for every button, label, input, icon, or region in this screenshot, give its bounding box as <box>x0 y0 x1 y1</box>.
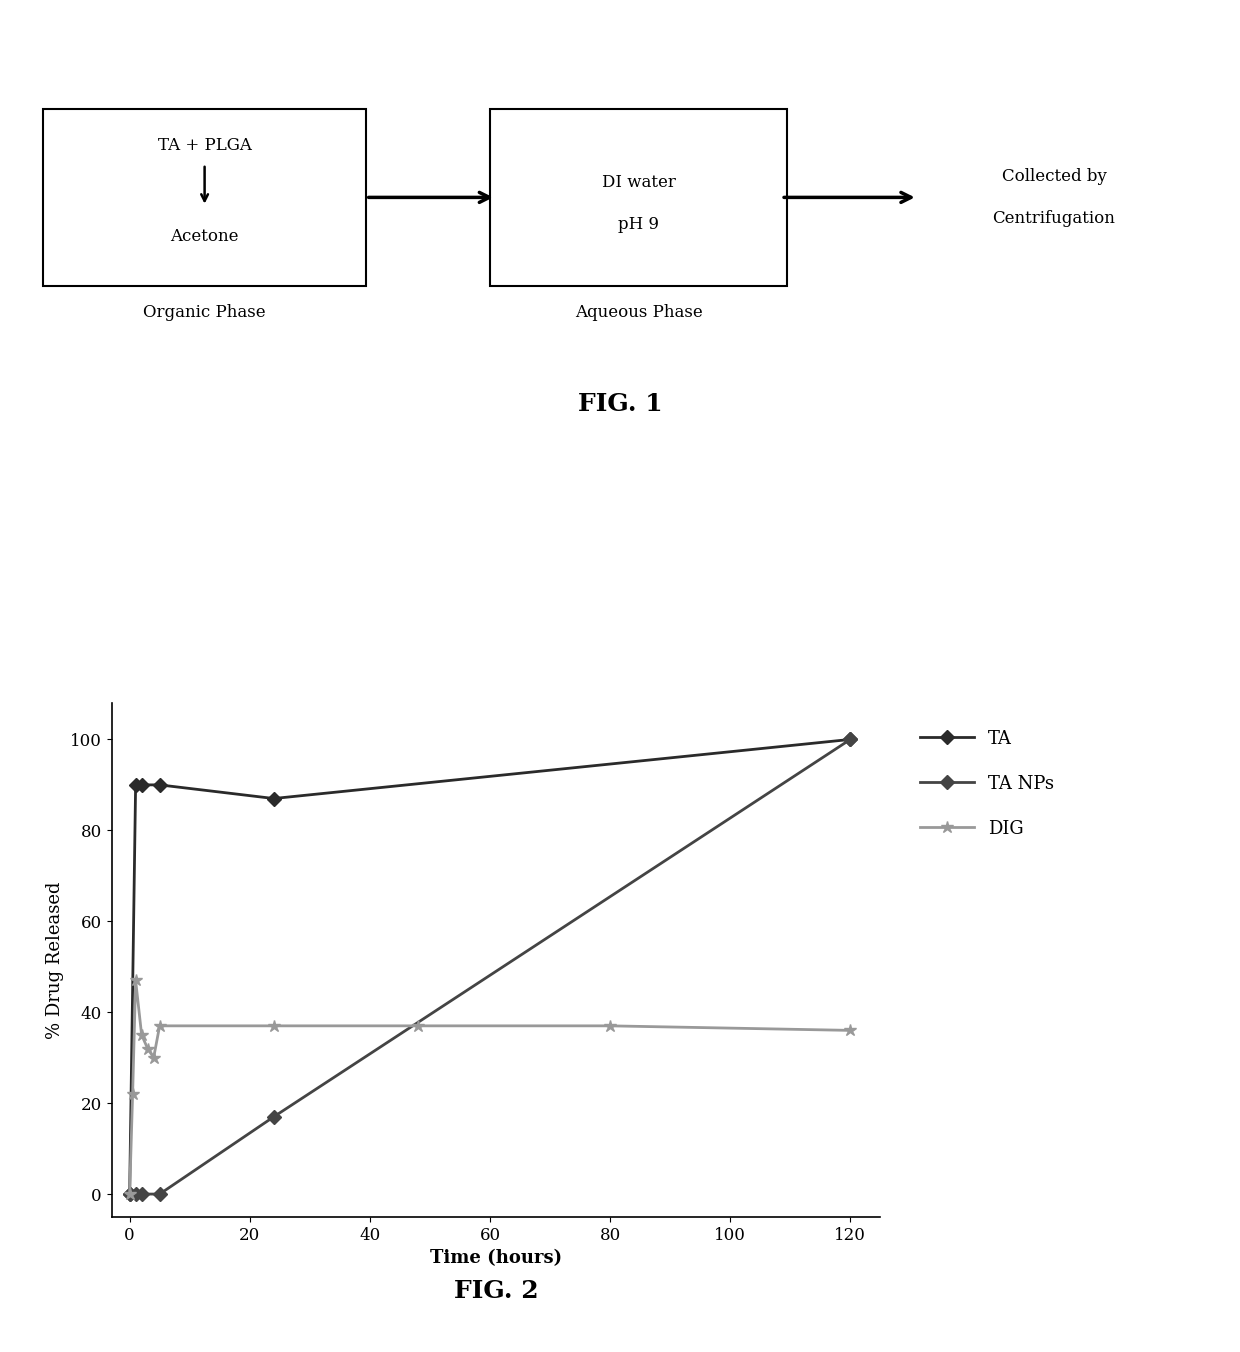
Text: TA + PLGA: TA + PLGA <box>157 137 252 154</box>
Text: FIG. 1: FIG. 1 <box>578 392 662 416</box>
TA <box>128 777 143 794</box>
Text: FIG. 2: FIG. 2 <box>454 1279 538 1303</box>
TA <box>153 777 167 794</box>
TA NPs <box>128 1186 143 1202</box>
DIG <box>134 1026 149 1042</box>
Text: Aqueous Phase: Aqueous Phase <box>574 304 703 322</box>
TA <box>843 731 858 748</box>
FancyBboxPatch shape <box>490 110 787 285</box>
Y-axis label: % Drug Released: % Drug Released <box>46 882 64 1038</box>
DIG <box>128 972 143 988</box>
X-axis label: Time (hours): Time (hours) <box>430 1249 562 1267</box>
TA NPs <box>267 1109 281 1125</box>
DIG <box>140 1041 155 1057</box>
TA NPs <box>123 1186 138 1202</box>
FancyBboxPatch shape <box>43 110 366 285</box>
DIG <box>267 1018 281 1034</box>
Line: TA: TA <box>125 734 856 1199</box>
DIG <box>410 1018 425 1034</box>
TA NPs <box>153 1186 167 1202</box>
TA NPs <box>134 1186 149 1202</box>
Text: pH 9: pH 9 <box>618 216 660 234</box>
Line: TA NPs: TA NPs <box>125 734 856 1199</box>
TA <box>123 1186 138 1202</box>
Text: Collected by: Collected by <box>1002 168 1106 185</box>
Text: Acetone: Acetone <box>170 228 239 246</box>
DIG <box>153 1018 167 1034</box>
DIG <box>843 1022 858 1038</box>
DIG <box>123 1186 138 1202</box>
DIG <box>603 1018 618 1034</box>
DIG <box>146 1049 161 1065</box>
Text: Centrifugation: Centrifugation <box>992 210 1116 227</box>
Text: DI water: DI water <box>601 173 676 191</box>
Text: Organic Phase: Organic Phase <box>144 304 265 322</box>
Line: DIG: DIG <box>123 975 857 1201</box>
Legend: TA, TA NPs, DIG: TA, TA NPs, DIG <box>913 722 1061 845</box>
TA <box>134 777 149 794</box>
DIG <box>125 1086 140 1102</box>
TA NPs <box>843 731 858 748</box>
TA <box>267 791 281 807</box>
